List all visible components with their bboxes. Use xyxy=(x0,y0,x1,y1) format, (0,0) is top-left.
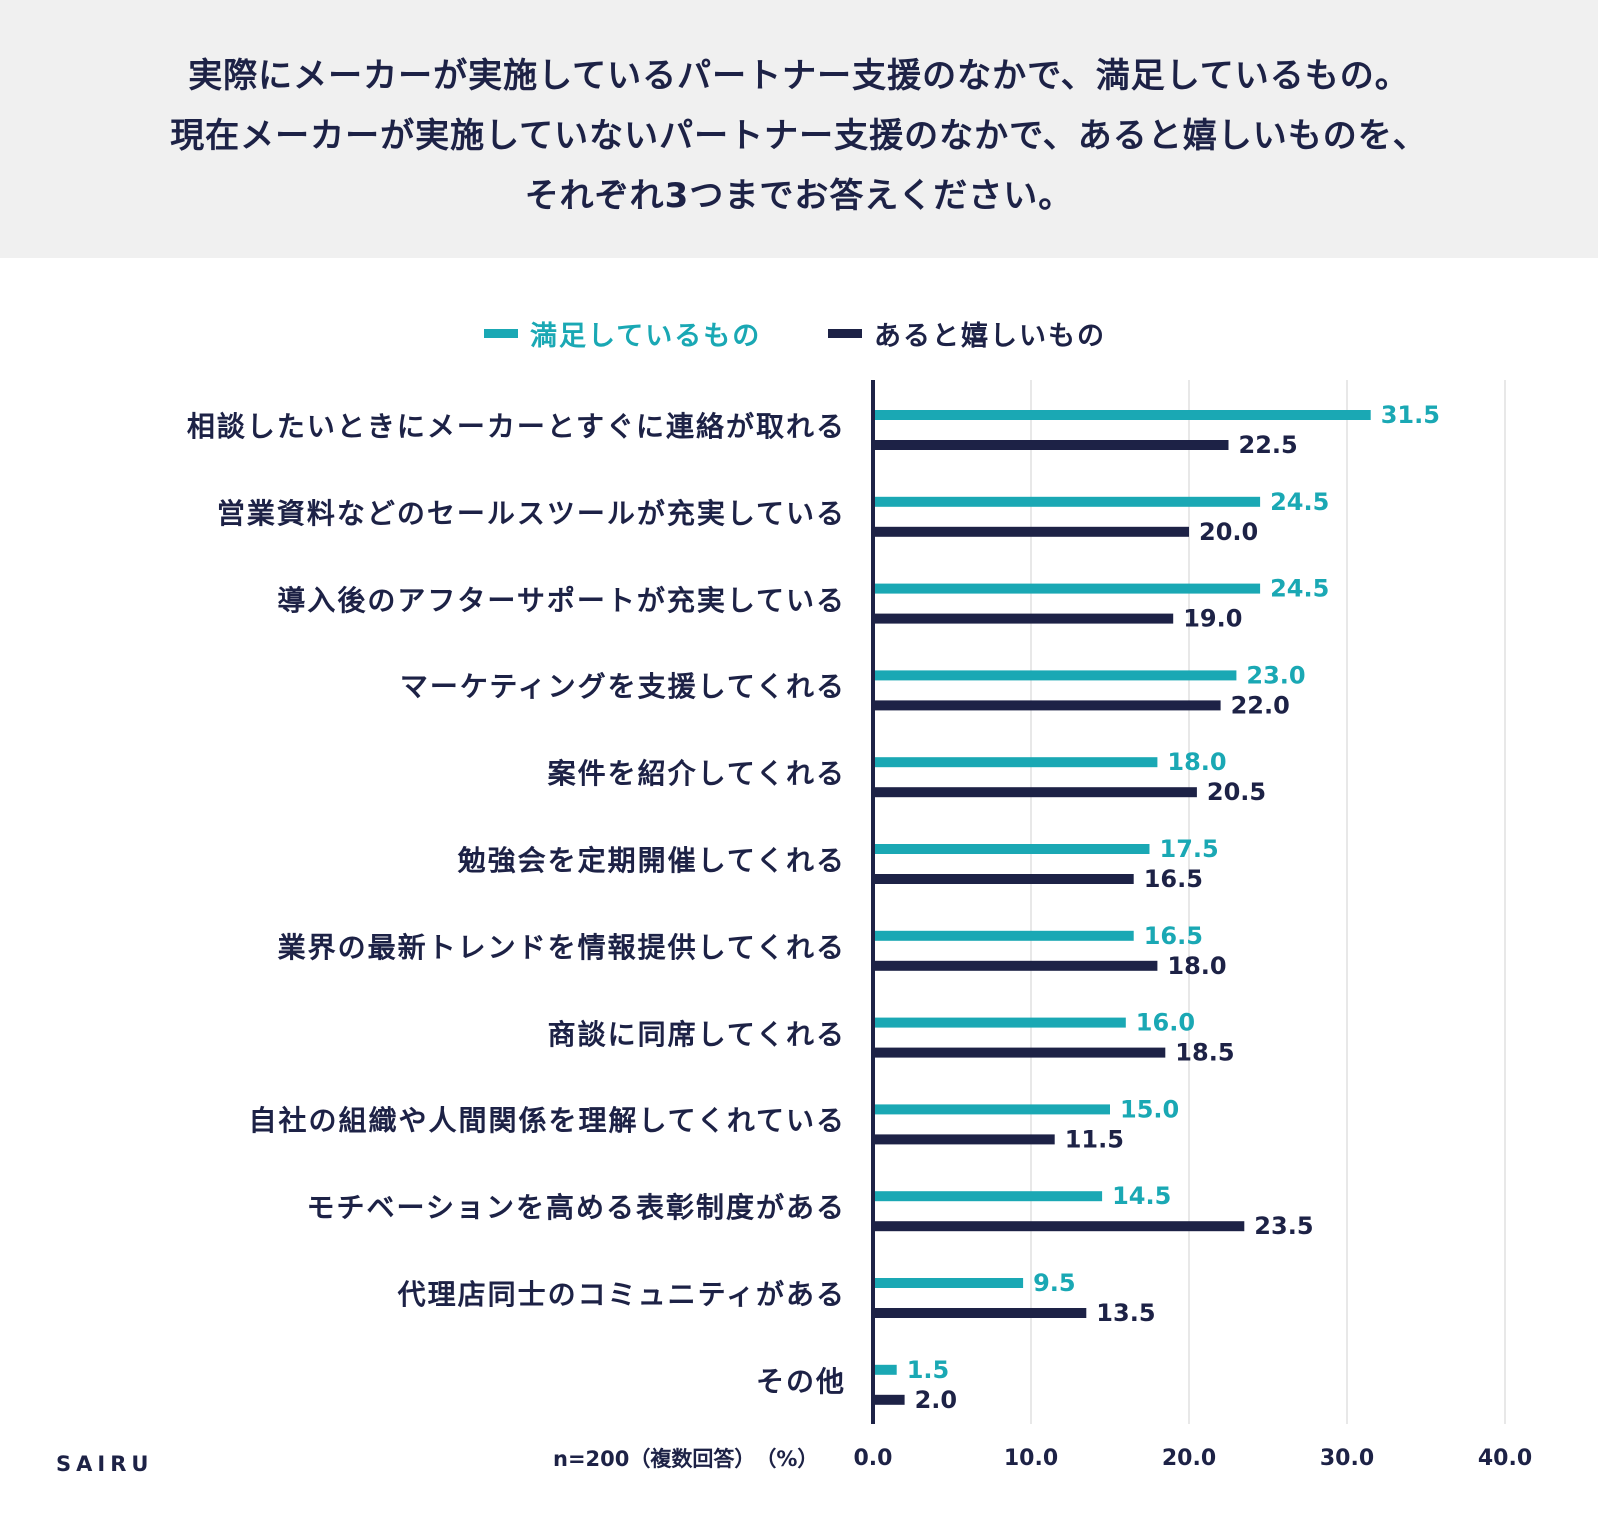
data-label-satisfied-6: 16.5 xyxy=(1144,922,1203,950)
chart-title-line-2: 現在メーカーが実施していないパートナー支援のなかで、あると嬉しいものを、 xyxy=(170,116,1428,156)
data-label-wanted-3: 22.0 xyxy=(1231,691,1290,719)
legend-item-satisfied: 満足しているもの xyxy=(484,314,761,353)
data-label-satisfied-4: 18.0 xyxy=(1167,748,1226,776)
bar-satisfied-7 xyxy=(873,1017,1126,1028)
chart-title-line-1: 実際にメーカーが実施しているパートナー支援のなかで、満足しているもの。 xyxy=(188,56,1410,96)
data-label-satisfied-9: 14.5 xyxy=(1112,1182,1171,1210)
bar-satisfied-8 xyxy=(873,1104,1110,1115)
data-label-wanted-5: 16.5 xyxy=(1144,865,1203,893)
data-label-wanted-6: 18.0 xyxy=(1167,952,1226,980)
bar-wanted-0 xyxy=(873,440,1229,450)
data-label-satisfied-10: 9.5 xyxy=(1033,1269,1076,1297)
data-label-satisfied-1: 24.5 xyxy=(1270,488,1329,516)
bar-wanted-2 xyxy=(873,613,1174,624)
data-label-wanted-9: 23.5 xyxy=(1254,1212,1313,1240)
legend-swatch-satisfied xyxy=(484,329,518,338)
legend-swatch-wanted xyxy=(828,329,862,338)
data-label-satisfied-3: 23.0 xyxy=(1246,661,1305,689)
data-label-wanted-11: 2.0 xyxy=(915,1386,958,1414)
bar-wanted-7 xyxy=(873,1047,1166,1058)
bar-wanted-5 xyxy=(873,874,1134,884)
data-label-wanted-4: 20.5 xyxy=(1207,778,1266,806)
category-label-6: 業界の最新トレンドを情報提供してくれる xyxy=(277,930,846,964)
legend-label-satisfied: 満足しているもの xyxy=(530,321,762,352)
data-label-wanted-7: 18.5 xyxy=(1175,1039,1234,1067)
legend-label-wanted: あると嬉しいもの xyxy=(874,321,1106,352)
category-label-0: 相談したいときにメーカーとすぐに連絡が取れる xyxy=(186,410,846,443)
bar-satisfied-3 xyxy=(873,670,1237,681)
data-label-satisfied-8: 15.0 xyxy=(1120,1095,1179,1123)
bar-satisfied-4 xyxy=(873,757,1158,768)
x-tick-label-0: 0.0 xyxy=(854,1446,893,1471)
category-label-5: 勉強会を定期開催してくれる xyxy=(457,844,846,877)
data-label-satisfied-7: 16.0 xyxy=(1136,1009,1195,1037)
data-label-satisfied-5: 17.5 xyxy=(1160,835,1219,863)
data-label-wanted-10: 13.5 xyxy=(1096,1299,1155,1327)
bar-wanted-4 xyxy=(873,787,1197,798)
brand-logo: SAIRU xyxy=(56,1452,154,1476)
x-tick-label-2: 20.0 xyxy=(1162,1446,1216,1471)
bar-wanted-6 xyxy=(873,960,1158,971)
x-tick-label-3: 30.0 xyxy=(1320,1446,1374,1471)
data-label-wanted-8: 11.5 xyxy=(1065,1125,1124,1153)
bar-satisfied-6 xyxy=(873,930,1134,941)
data-label-satisfied-11: 1.5 xyxy=(907,1356,950,1384)
category-label-3: マーケティングを支援してくれる xyxy=(399,670,846,704)
bar-satisfied-2 xyxy=(873,583,1261,594)
data-label-wanted-1: 20.0 xyxy=(1199,518,1258,546)
bar-satisfied-11 xyxy=(873,1364,897,1375)
bar-satisfied-5 xyxy=(873,844,1150,854)
sample-size-note: n=200（複数回答） （%） xyxy=(553,1447,819,1471)
data-label-satisfied-2: 24.5 xyxy=(1270,575,1329,603)
bar-wanted-10 xyxy=(873,1308,1087,1318)
legend-item-wanted: あると嬉しいもの xyxy=(828,314,1106,353)
category-label-10: 代理店同士のコミュニティがある xyxy=(397,1278,846,1311)
bar-wanted-8 xyxy=(873,1134,1055,1145)
category-label-9: モチベーションを高める表彰制度がある xyxy=(306,1191,846,1225)
category-label-4: 案件を紹介してくれる xyxy=(547,757,846,791)
legend: 満足しているもの あると嬉しいもの xyxy=(0,314,1598,354)
title-band: 実際にメーカーが実施しているパートナー支援のなかで、満足しているもの。 現在メー… xyxy=(0,0,1598,258)
x-tick-label-4: 40.0 xyxy=(1478,1446,1532,1471)
chart-title-line-3: それぞれ3つまでお答えください。 xyxy=(524,176,1074,216)
bar-satisfied-1 xyxy=(873,496,1261,507)
category-label-8: 自社の組織や人間関係を理解してくれている xyxy=(248,1104,846,1138)
category-label-1: 営業資料などのセールスツールが充実している xyxy=(216,496,846,530)
data-label-wanted-0: 22.5 xyxy=(1239,431,1298,459)
category-label-11: その他 xyxy=(755,1364,846,1398)
data-label-wanted-2: 19.0 xyxy=(1183,605,1242,633)
bar-satisfied-0 xyxy=(873,410,1371,420)
bar-wanted-1 xyxy=(873,526,1189,537)
bar-satisfied-10 xyxy=(873,1278,1024,1288)
bar-wanted-3 xyxy=(873,700,1221,711)
bar-wanted-11 xyxy=(873,1394,905,1405)
category-label-2: 導入後のアフターサポートが充実している xyxy=(277,583,846,617)
data-label-satisfied-0: 31.5 xyxy=(1381,401,1440,429)
x-tick-label-1: 10.0 xyxy=(1004,1446,1058,1471)
bar-wanted-9 xyxy=(873,1221,1245,1232)
category-label-7: 商談に同席してくれる xyxy=(547,1017,846,1051)
bar-satisfied-9 xyxy=(873,1191,1103,1202)
